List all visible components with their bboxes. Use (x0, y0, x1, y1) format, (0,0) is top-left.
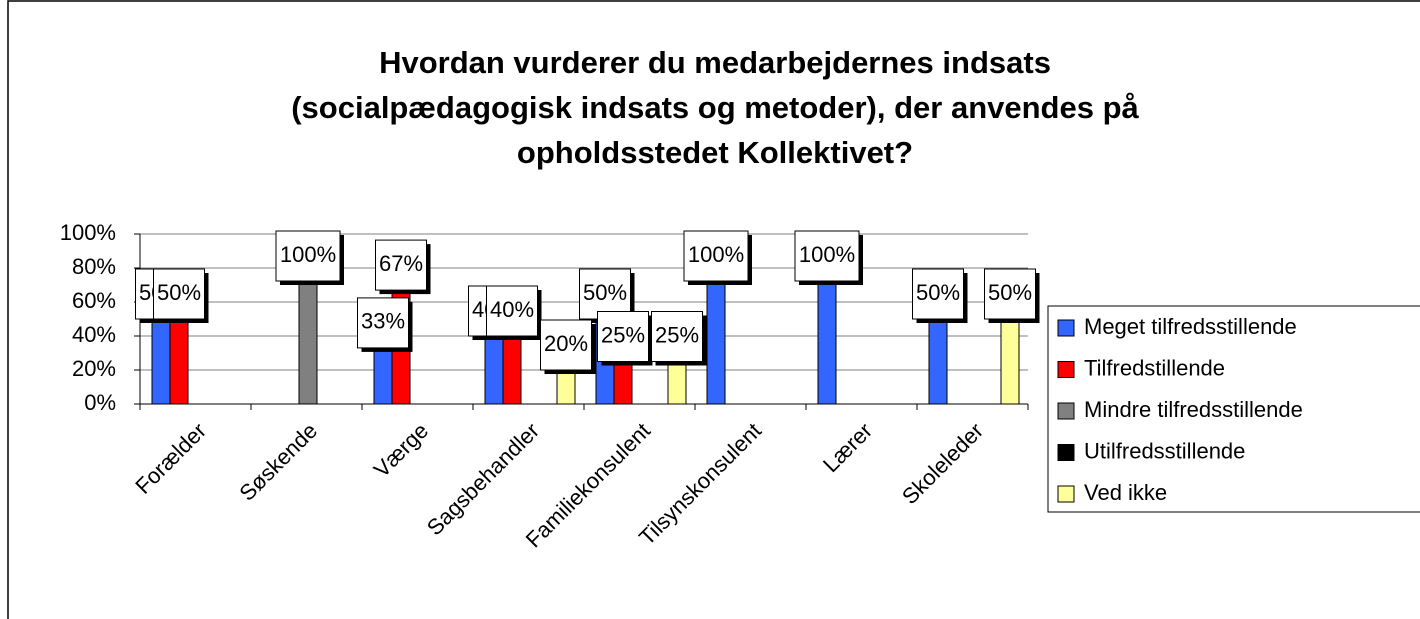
legend-label: Meget tilfredsstillende (1084, 314, 1297, 339)
y-tick-label: 100% (60, 220, 116, 245)
data-label-box (794, 230, 860, 282)
data-label: 25% (651, 311, 707, 366)
data-label-text: 50% (916, 280, 960, 305)
data-label: 50% (912, 268, 968, 323)
data-label-text: 67% (379, 251, 423, 276)
legend-label: Mindre tilfredsstillende (1084, 397, 1303, 422)
legend-swatch (1057, 361, 1075, 378)
bar (556, 369, 576, 405)
bar (484, 335, 504, 405)
data-label: 50% (153, 268, 209, 323)
data-label: 50% (984, 268, 1040, 323)
legend-swatch (1057, 485, 1075, 503)
y-tick-label: 0% (84, 390, 116, 415)
legend-swatch (1057, 444, 1075, 461)
data-label-text: 25% (655, 322, 699, 347)
data-label-text: 40% (490, 297, 534, 322)
data-label-box (275, 230, 341, 282)
data-label-box (912, 268, 964, 320)
data-label: 25% (597, 311, 653, 366)
bar (502, 335, 522, 405)
y-tick-label: 40% (72, 322, 116, 347)
bar (169, 318, 189, 405)
y-tick-label: 80% (72, 254, 116, 279)
bar (1000, 318, 1020, 405)
data-label: 20% (540, 319, 596, 374)
data-label-box (540, 319, 592, 371)
data-label-box (597, 311, 649, 362)
chart-title: (socialpædagogisk indsats og metoder), d… (291, 90, 1139, 125)
data-label: 40% (486, 285, 542, 340)
legend-swatch (1057, 319, 1075, 337)
y-tick-label: 60% (72, 288, 116, 313)
legend-label: Tilfredstillende (1084, 355, 1225, 380)
data-label: 100% (275, 230, 344, 285)
data-label-text: 50% (157, 280, 201, 305)
data-label: 33% (357, 297, 413, 352)
bar (928, 318, 948, 405)
data-label: 100% (794, 230, 863, 285)
chart-title: opholdsstedet Kollektivet? (517, 135, 913, 170)
data-label-box (357, 297, 409, 349)
bar (151, 318, 171, 405)
bar (667, 361, 687, 405)
data-label-box (683, 230, 749, 282)
data-label-box (486, 285, 538, 337)
data-label: 67% (375, 239, 431, 295)
y-tick-label: 20% (72, 356, 116, 381)
data-label-box (375, 239, 427, 291)
legend-label: Utilfredsstillende (1084, 438, 1245, 463)
data-label-box (651, 311, 703, 362)
data-label-box (984, 268, 1036, 320)
chart-title: Hvordan vurderer du medarbejdernes indsa… (379, 45, 1051, 80)
bar (373, 347, 393, 405)
data-label-box (153, 268, 205, 320)
data-label-text: 50% (583, 280, 627, 305)
legend-swatch (1057, 402, 1075, 420)
data-label-text: 100% (280, 242, 336, 267)
data-label: 100% (683, 230, 752, 285)
data-label-text: 100% (799, 242, 855, 267)
data-label-text: 50% (988, 280, 1032, 305)
bar (613, 361, 633, 405)
data-label-text: 33% (361, 309, 405, 334)
data-label-text: 25% (601, 322, 645, 347)
data-label-text: 100% (688, 242, 744, 267)
legend-label: Ved ikke (1084, 480, 1167, 505)
data-label-text: 20% (544, 331, 588, 356)
legend-box (1047, 305, 1420, 513)
